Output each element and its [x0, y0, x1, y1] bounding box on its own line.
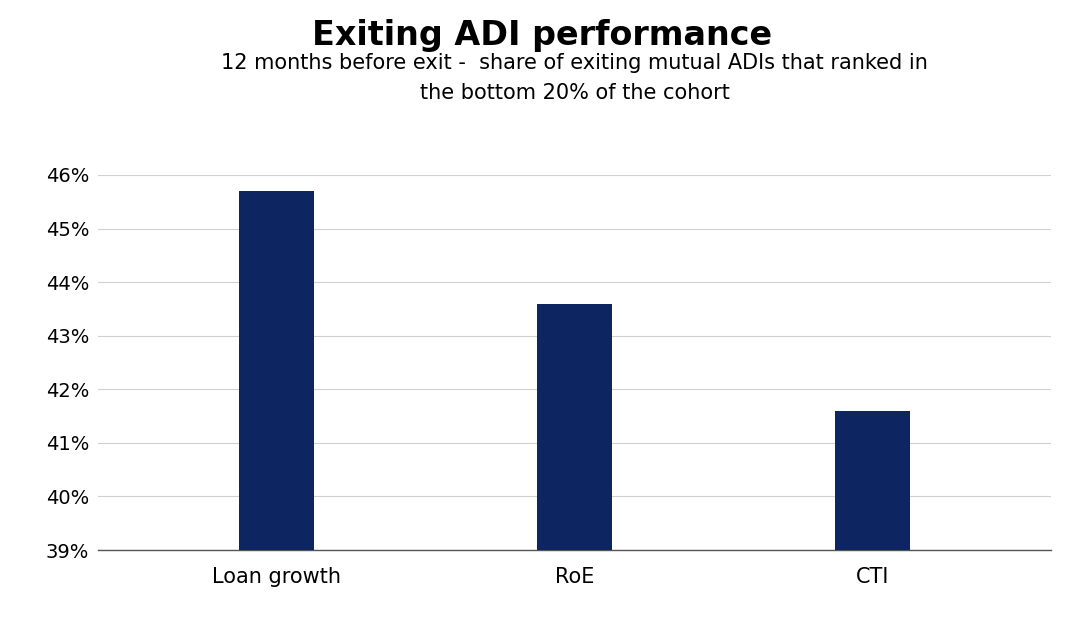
Bar — [538, 304, 611, 625]
Bar — [240, 191, 313, 625]
Bar — [836, 411, 909, 625]
Text: Exiting ADI performance: Exiting ADI performance — [312, 19, 772, 52]
Title: 12 months before exit -  share of exiting mutual ADIs that ranked in
the bottom : 12 months before exit - share of exiting… — [221, 53, 928, 102]
